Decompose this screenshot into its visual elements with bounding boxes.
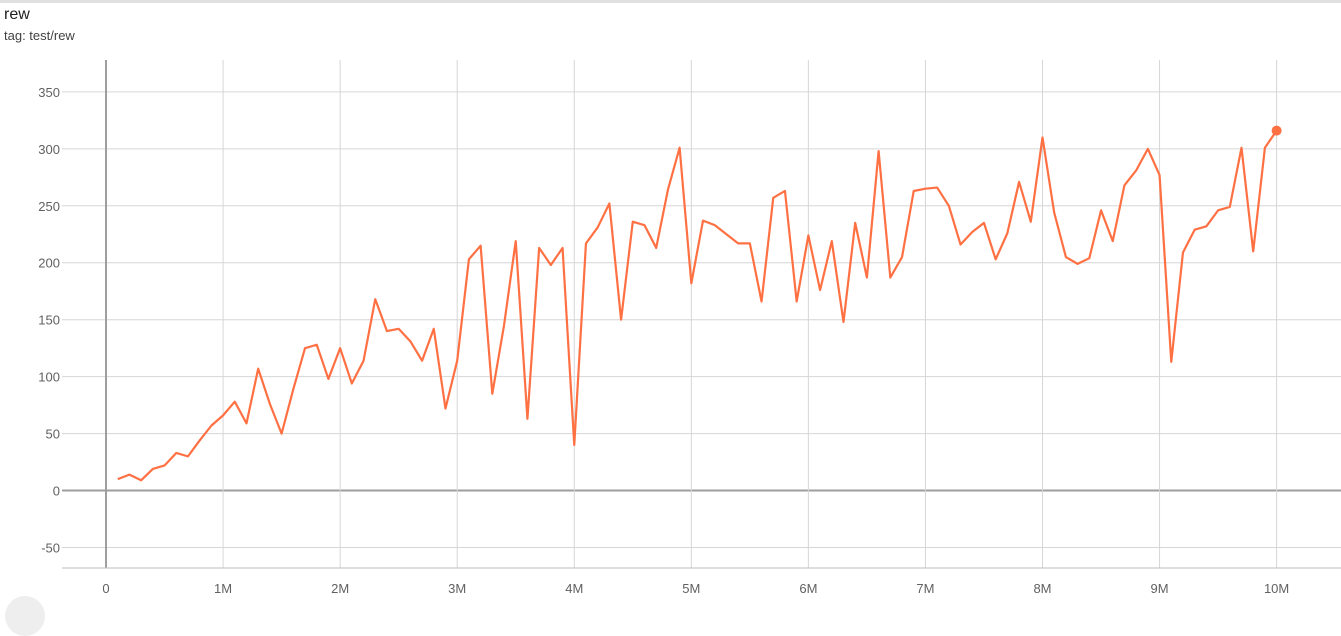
x-tick-label: 2M [331,581,349,596]
x-tick-label: 10M [1264,581,1289,596]
y-tick-label: 300 [38,142,60,157]
x-tick-label: 7M [916,581,934,596]
y-tick-label: -50 [41,540,60,555]
y-tick-label: 150 [38,313,60,328]
y-tick-label: 50 [46,427,60,442]
x-tick-label: 5M [682,581,700,596]
chart-card-tag: tag: test/rew [4,28,75,43]
x-tick-label: 3M [448,581,466,596]
y-tick-label: 350 [38,85,60,100]
x-tick-label: 4M [565,581,583,596]
line-chart[interactable]: -50 0 50 100 150 200 250 300 350 0 1M 2M 3M 4M 5M 6M 7M 8… [0,0,1341,605]
x-tick-label: 1M [214,581,232,596]
top-divider [0,0,1341,3]
chart-card-title: rew [4,6,30,23]
x-tick-label: 6M [799,581,817,596]
series-line [117,129,1278,482]
x-tick-label: 0 [102,581,109,596]
y-tick-label: 200 [38,256,60,271]
x-tick-label: 9M [1151,581,1169,596]
x-tick-label: 8M [1033,581,1051,596]
expand-button[interactable] [5,596,45,636]
y-tick-label: 0 [53,484,60,499]
y-tick-label: 100 [38,370,60,385]
data-point [1271,125,1282,136]
y-tick-label: 250 [38,199,60,214]
